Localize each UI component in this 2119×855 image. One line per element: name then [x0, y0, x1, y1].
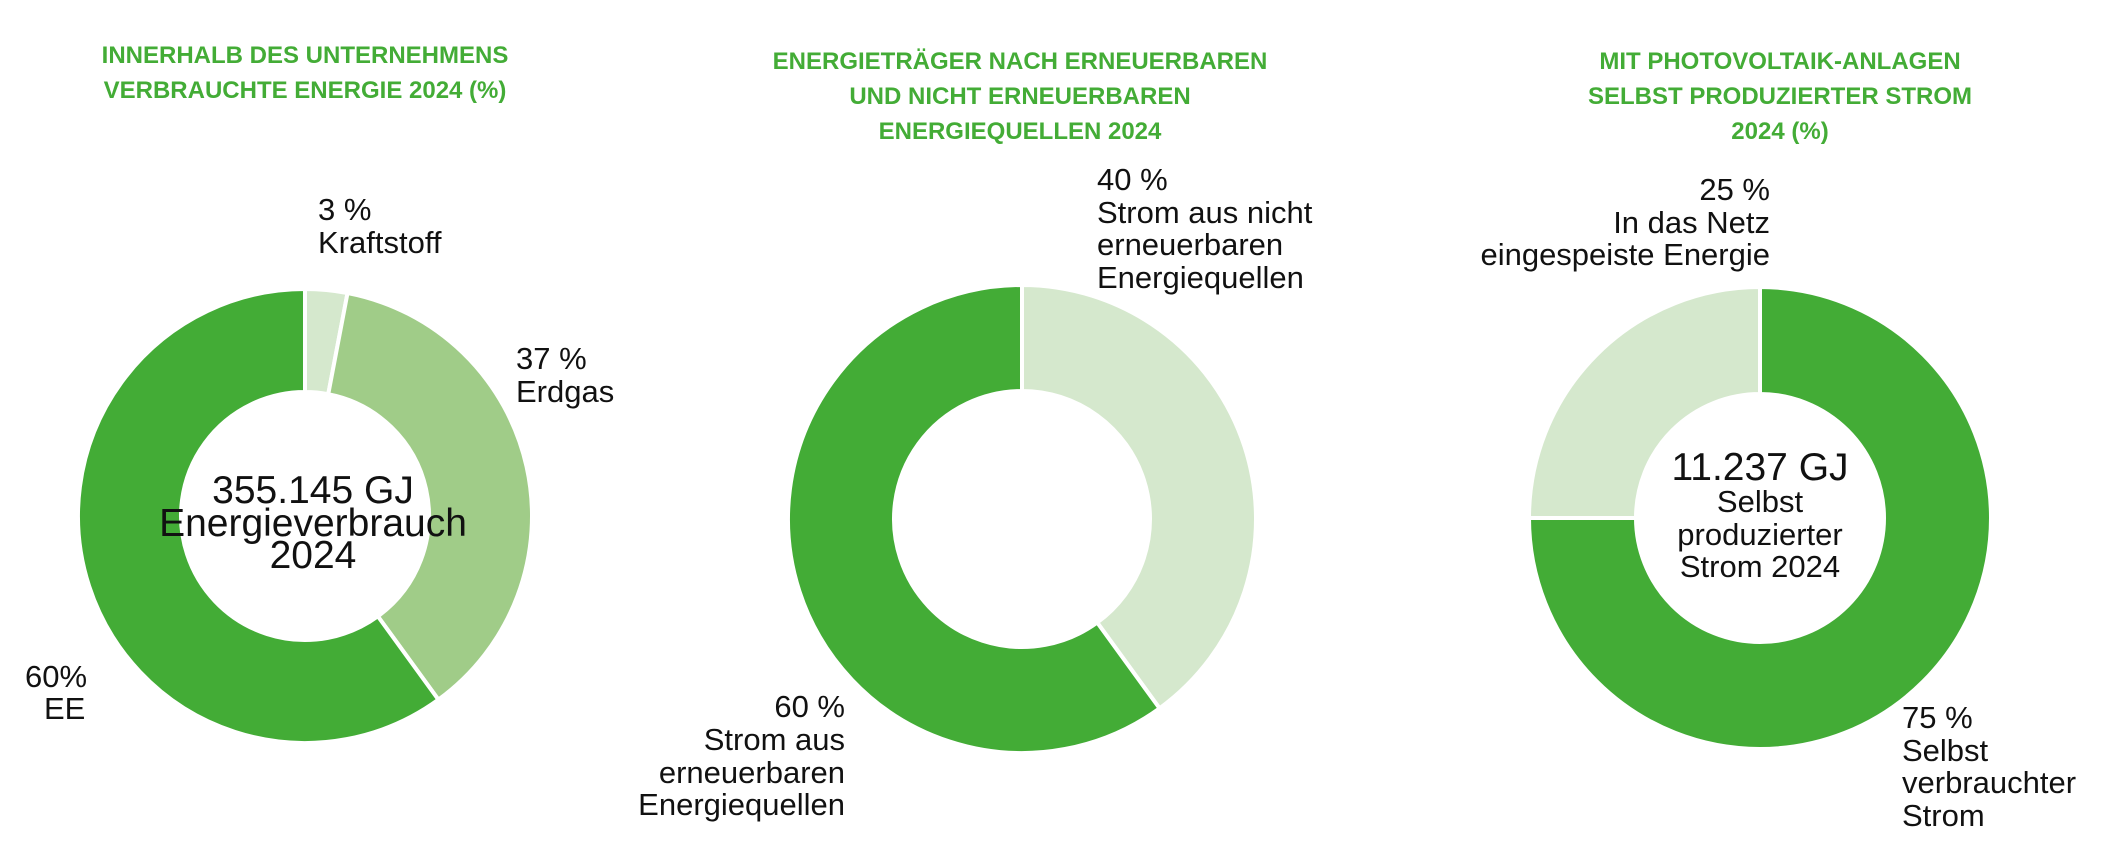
donut-slice-3-2 — [1526, 284, 1762, 520]
chart-1-title: INNERHALB DES UNTERNEHMENS VERBRAUCHTE E… — [80, 38, 530, 108]
chart-1-kraftstoff-value: 3 % — [318, 192, 371, 227]
chart-3-title-line: SELBST PRODUZIERTER STROM — [1587, 83, 1972, 110]
donut-slice-1-3 — [76, 286, 442, 745]
chart-3-title-line: MIT PHOTOVOLTAIK-ANLAGEN — [1599, 48, 1961, 75]
chart-2-renewable-label: erneuerbaren — [659, 755, 845, 790]
chart-3-self-used-value: 75 % — [1902, 700, 1973, 735]
chart-2-nonrenewable-label: Strom aus nicht — [1097, 195, 1313, 230]
donut-chart-1 — [76, 286, 534, 745]
chart-3-center-caption: produzierter — [1677, 517, 1842, 552]
donut-slice-1-2 — [325, 290, 534, 703]
chart-2-nonrenewable-value: 40 % — [1097, 162, 1168, 197]
chart-2-renewable-label: Strom aus — [704, 722, 845, 757]
donut-slice-3-1 — [1526, 284, 1993, 751]
chart-2-nonrenewable-label: erneuerbaren — [1097, 227, 1283, 262]
chart-2-title: ENERGIETRÄGER NACH ERNEUERBAREN UND NICH… — [740, 44, 1300, 149]
chart-3-title: MIT PHOTOVOLTAIK-ANLAGEN SELBST PRODUZIE… — [1530, 44, 2030, 149]
chart-2-title-line: UND NICHT ERNEUERBAREN — [849, 83, 1191, 110]
chart-2-renewable-label: Energiequellen — [638, 787, 845, 822]
chart-1-erdgas-value: 37 % — [516, 341, 587, 376]
donut-slice-2-2 — [786, 282, 1163, 755]
donut-chart-3 — [1526, 284, 1993, 751]
chart-1-title-line: VERBRAUCHTE ENERGIE 2024 (%) — [103, 77, 507, 104]
chart-3-fed-in-value: 25 % — [1699, 172, 1770, 207]
chart-2-title-line: ENERGIEQUELLEN 2024 — [878, 118, 1162, 145]
chart-3-self-used-label: Strom — [1902, 798, 1985, 833]
chart-3-self-used-label: Selbst — [1902, 733, 1989, 768]
chart-3-center-total: 11.237 GJ — [1671, 446, 1848, 489]
chart-1-erdgas-label: Erdgas — [516, 374, 614, 409]
chart-1-ee-value: 60% — [25, 659, 87, 694]
chart-3-center-caption: Strom 2024 — [1680, 549, 1840, 584]
chart-3-fed-in-label: eingespeiste Energie — [1480, 237, 1770, 272]
chart-3-fed-in-label: In das Netz — [1613, 205, 1770, 240]
chart-2-nonrenewable-label: Energiequellen — [1097, 260, 1304, 295]
chart-1-kraftstoff-label: Kraftstoff — [318, 225, 442, 260]
chart-3-self-used-label: verbrauchter — [1902, 765, 2076, 800]
chart-3-center-caption: Selbst — [1717, 484, 1804, 519]
chart-2-renewable-value: 60 % — [774, 689, 845, 724]
chart-1-center-caption: Energieverbrauch — [159, 502, 467, 545]
donut-slice-2-1 — [1020, 282, 1258, 712]
donut-chart-2 — [786, 282, 1258, 755]
chart-1-ee-label: EE — [44, 691, 85, 726]
chart-1-center-total: 355.145 GJ — [212, 469, 414, 512]
chart-2-title-line: ENERGIETRÄGER NACH ERNEUERBAREN — [772, 48, 1268, 75]
chart-1-title-line: INNERHALB DES UNTERNEHMENS — [101, 42, 509, 69]
chart-3-title-line: 2024 (%) — [1731, 118, 1829, 145]
chart-1-center-year: 2024 — [270, 534, 357, 577]
